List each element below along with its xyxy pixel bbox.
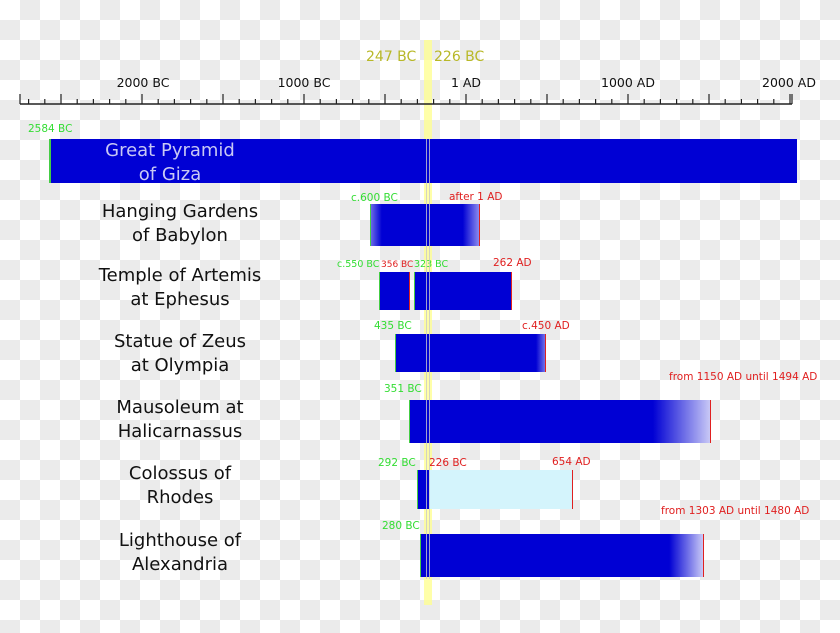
marker-line-247bc bbox=[426, 139, 427, 579]
mid-label-temple-artemis-356bc: 356 BC bbox=[381, 260, 414, 270]
axis-label-1000bc: 1000 BC bbox=[277, 75, 331, 90]
bar-colossus-ruins bbox=[429, 470, 573, 509]
mid-label-colossus-226bc: 226 BC bbox=[429, 457, 467, 469]
axis-label-1ad: 1 AD bbox=[450, 75, 482, 90]
bar-statue-zeus bbox=[395, 334, 546, 372]
bar-temple-artemis-1 bbox=[379, 272, 410, 310]
mid-label-temple-artemis-323bc: 323 BC bbox=[414, 259, 449, 270]
wonder-name-temple-artemis: Temple of Artemis at Ephesus bbox=[98, 265, 262, 310]
end-label-temple-artemis: 262 AD bbox=[493, 257, 532, 269]
axis-label-2000ad: 2000 AD bbox=[762, 75, 816, 90]
axis-label-1000ad: 1000 AD bbox=[601, 75, 655, 90]
bar-lighthouse bbox=[420, 534, 704, 577]
marker-label-247bc: 247 BC bbox=[366, 49, 417, 65]
end-label-hanging-gardens: after 1 AD bbox=[449, 191, 503, 203]
wonder-name-statue-zeus: Statue of Zeus at Olympia bbox=[113, 331, 247, 376]
bar-temple-artemis-2 bbox=[414, 272, 512, 310]
start-label-hanging-gardens: c.600 BC bbox=[351, 192, 398, 204]
wonder-name-hanging-gardens: Hanging Gardens of Babylon bbox=[101, 201, 259, 246]
start-label-statue-zeus: 435 BC bbox=[374, 320, 412, 332]
start-label-colossus: 292 BC bbox=[378, 457, 416, 469]
start-label-lighthouse: 280 BC bbox=[382, 520, 420, 532]
start-label-mausoleum: 351 BC bbox=[384, 383, 422, 395]
bar-colossus-standing bbox=[417, 470, 429, 509]
wonder-name-lighthouse: Lighthouse of Alexandria bbox=[118, 530, 242, 575]
highlight-band bbox=[424, 40, 432, 605]
wonder-name-colossus: Colossus of Rhodes bbox=[128, 463, 232, 508]
time-axis bbox=[19, 94, 793, 105]
bar-hanging-gardens bbox=[370, 204, 480, 246]
bar-mausoleum bbox=[409, 400, 711, 443]
wonder-name-pyramid: Great Pyramid of Giza bbox=[105, 140, 235, 185]
axis-label-2000bc: 2000 BC bbox=[116, 75, 170, 90]
marker-label-226bc: 226 BC bbox=[434, 49, 485, 65]
end-label-statue-zeus: c.450 AD bbox=[522, 320, 570, 332]
start-label-temple-artemis: c.550 BC bbox=[337, 259, 380, 270]
start-label-pyramid: 2584 BC bbox=[28, 123, 73, 135]
bar-pyramid bbox=[49, 139, 797, 183]
end-label-colossus: 654 AD bbox=[552, 456, 591, 468]
end-label-mausoleum: from 1150 AD until 1494 AD bbox=[669, 371, 818, 383]
end-label-lighthouse: from 1303 AD until 1480 AD bbox=[661, 505, 810, 517]
marker-line-226bc bbox=[429, 139, 430, 579]
wonder-name-mausoleum: Mausoleum at Halicarnassus bbox=[116, 397, 244, 442]
